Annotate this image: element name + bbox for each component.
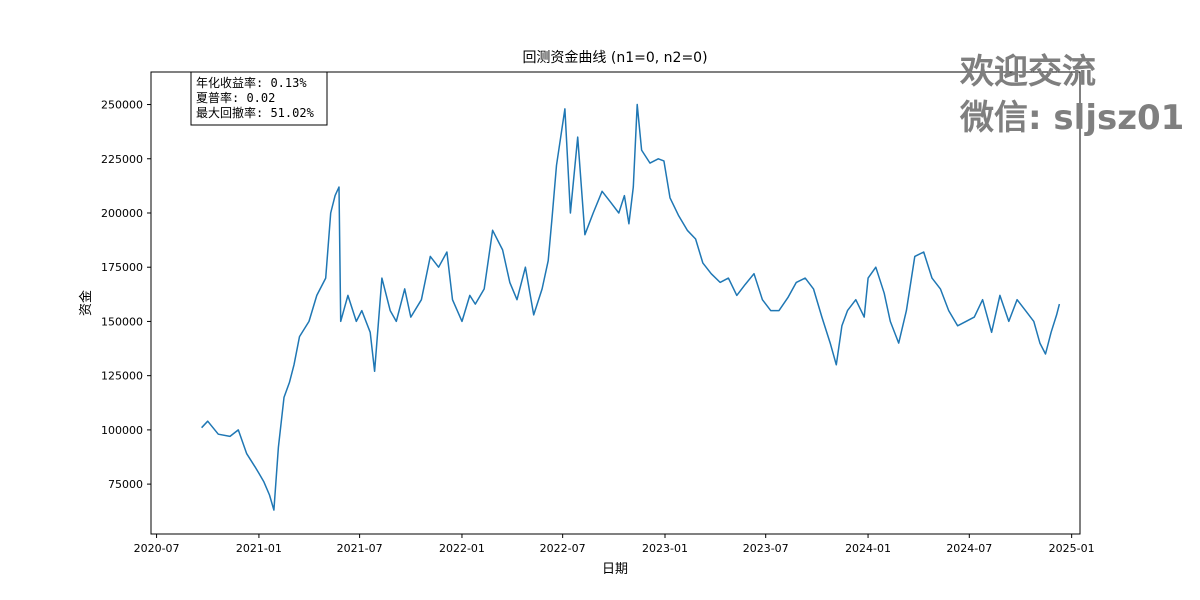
x-axis-label: 日期 xyxy=(602,562,628,577)
plot-frame xyxy=(150,71,1081,535)
x-tick-label-5: 2023-01 xyxy=(642,542,688,555)
series-line-0 xyxy=(201,103,1061,511)
watermark: 欢迎交流 微信: sljsz01 xyxy=(959,52,1184,138)
y-tick-label-6: 225000 xyxy=(101,153,143,166)
stats-sharpe: 夏普率: 0.02 xyxy=(196,90,275,105)
x-tick-label-9: 2025-01 xyxy=(1049,542,1095,555)
y-tick-label-7: 250000 xyxy=(101,99,143,112)
watermark-line-2: 微信: sljsz01 xyxy=(959,98,1184,138)
y-tick-label-3: 150000 xyxy=(101,315,143,328)
x-tick-label-3: 2022-01 xyxy=(439,542,485,555)
y-tick-label-5: 200000 xyxy=(101,207,143,220)
chart-title: 回测资金曲线 (n1=0, n2=0) xyxy=(522,50,707,66)
x-tick-label-4: 2022-07 xyxy=(540,542,586,555)
y-axis-label: 资金 xyxy=(78,290,94,316)
stats-annual-return: 年化收益率: 0.13% xyxy=(196,75,307,90)
x-tick-label-8: 2024-07 xyxy=(946,542,992,555)
series-layer xyxy=(201,103,1061,511)
plot-area xyxy=(150,71,1081,535)
x-axis: 2020-07 2021-01 2021-07 2022-01 2022-07 2023-… xyxy=(134,534,1095,555)
x-tick-label-1: 2021-01 xyxy=(236,542,282,555)
x-tick-label-7: 2024-01 xyxy=(845,542,891,555)
y-tick-label-0: 75000 xyxy=(108,478,143,491)
x-tick-label-2: 2021-07 xyxy=(337,542,383,555)
stats-box: 年化收益率: 0.13% 夏普率: 0.02 最大回撤率: 51.02% xyxy=(190,71,328,126)
watermark-line-1: 欢迎交流 xyxy=(959,52,1096,92)
y-tick-label-1: 100000 xyxy=(101,424,143,437)
x-tick-label-0: 2020-07 xyxy=(134,542,180,555)
y-axis: 75000 100000 125000 150000 175000 200000 22500… xyxy=(101,99,151,491)
y-tick-label-2: 125000 xyxy=(101,370,143,383)
x-tick-label-6: 2023-07 xyxy=(743,542,789,555)
y-tick-label-4: 175000 xyxy=(101,261,143,274)
stats-box-frame xyxy=(190,71,328,126)
stats-max-drawdown: 最大回撤率: 51.02% xyxy=(196,105,315,120)
